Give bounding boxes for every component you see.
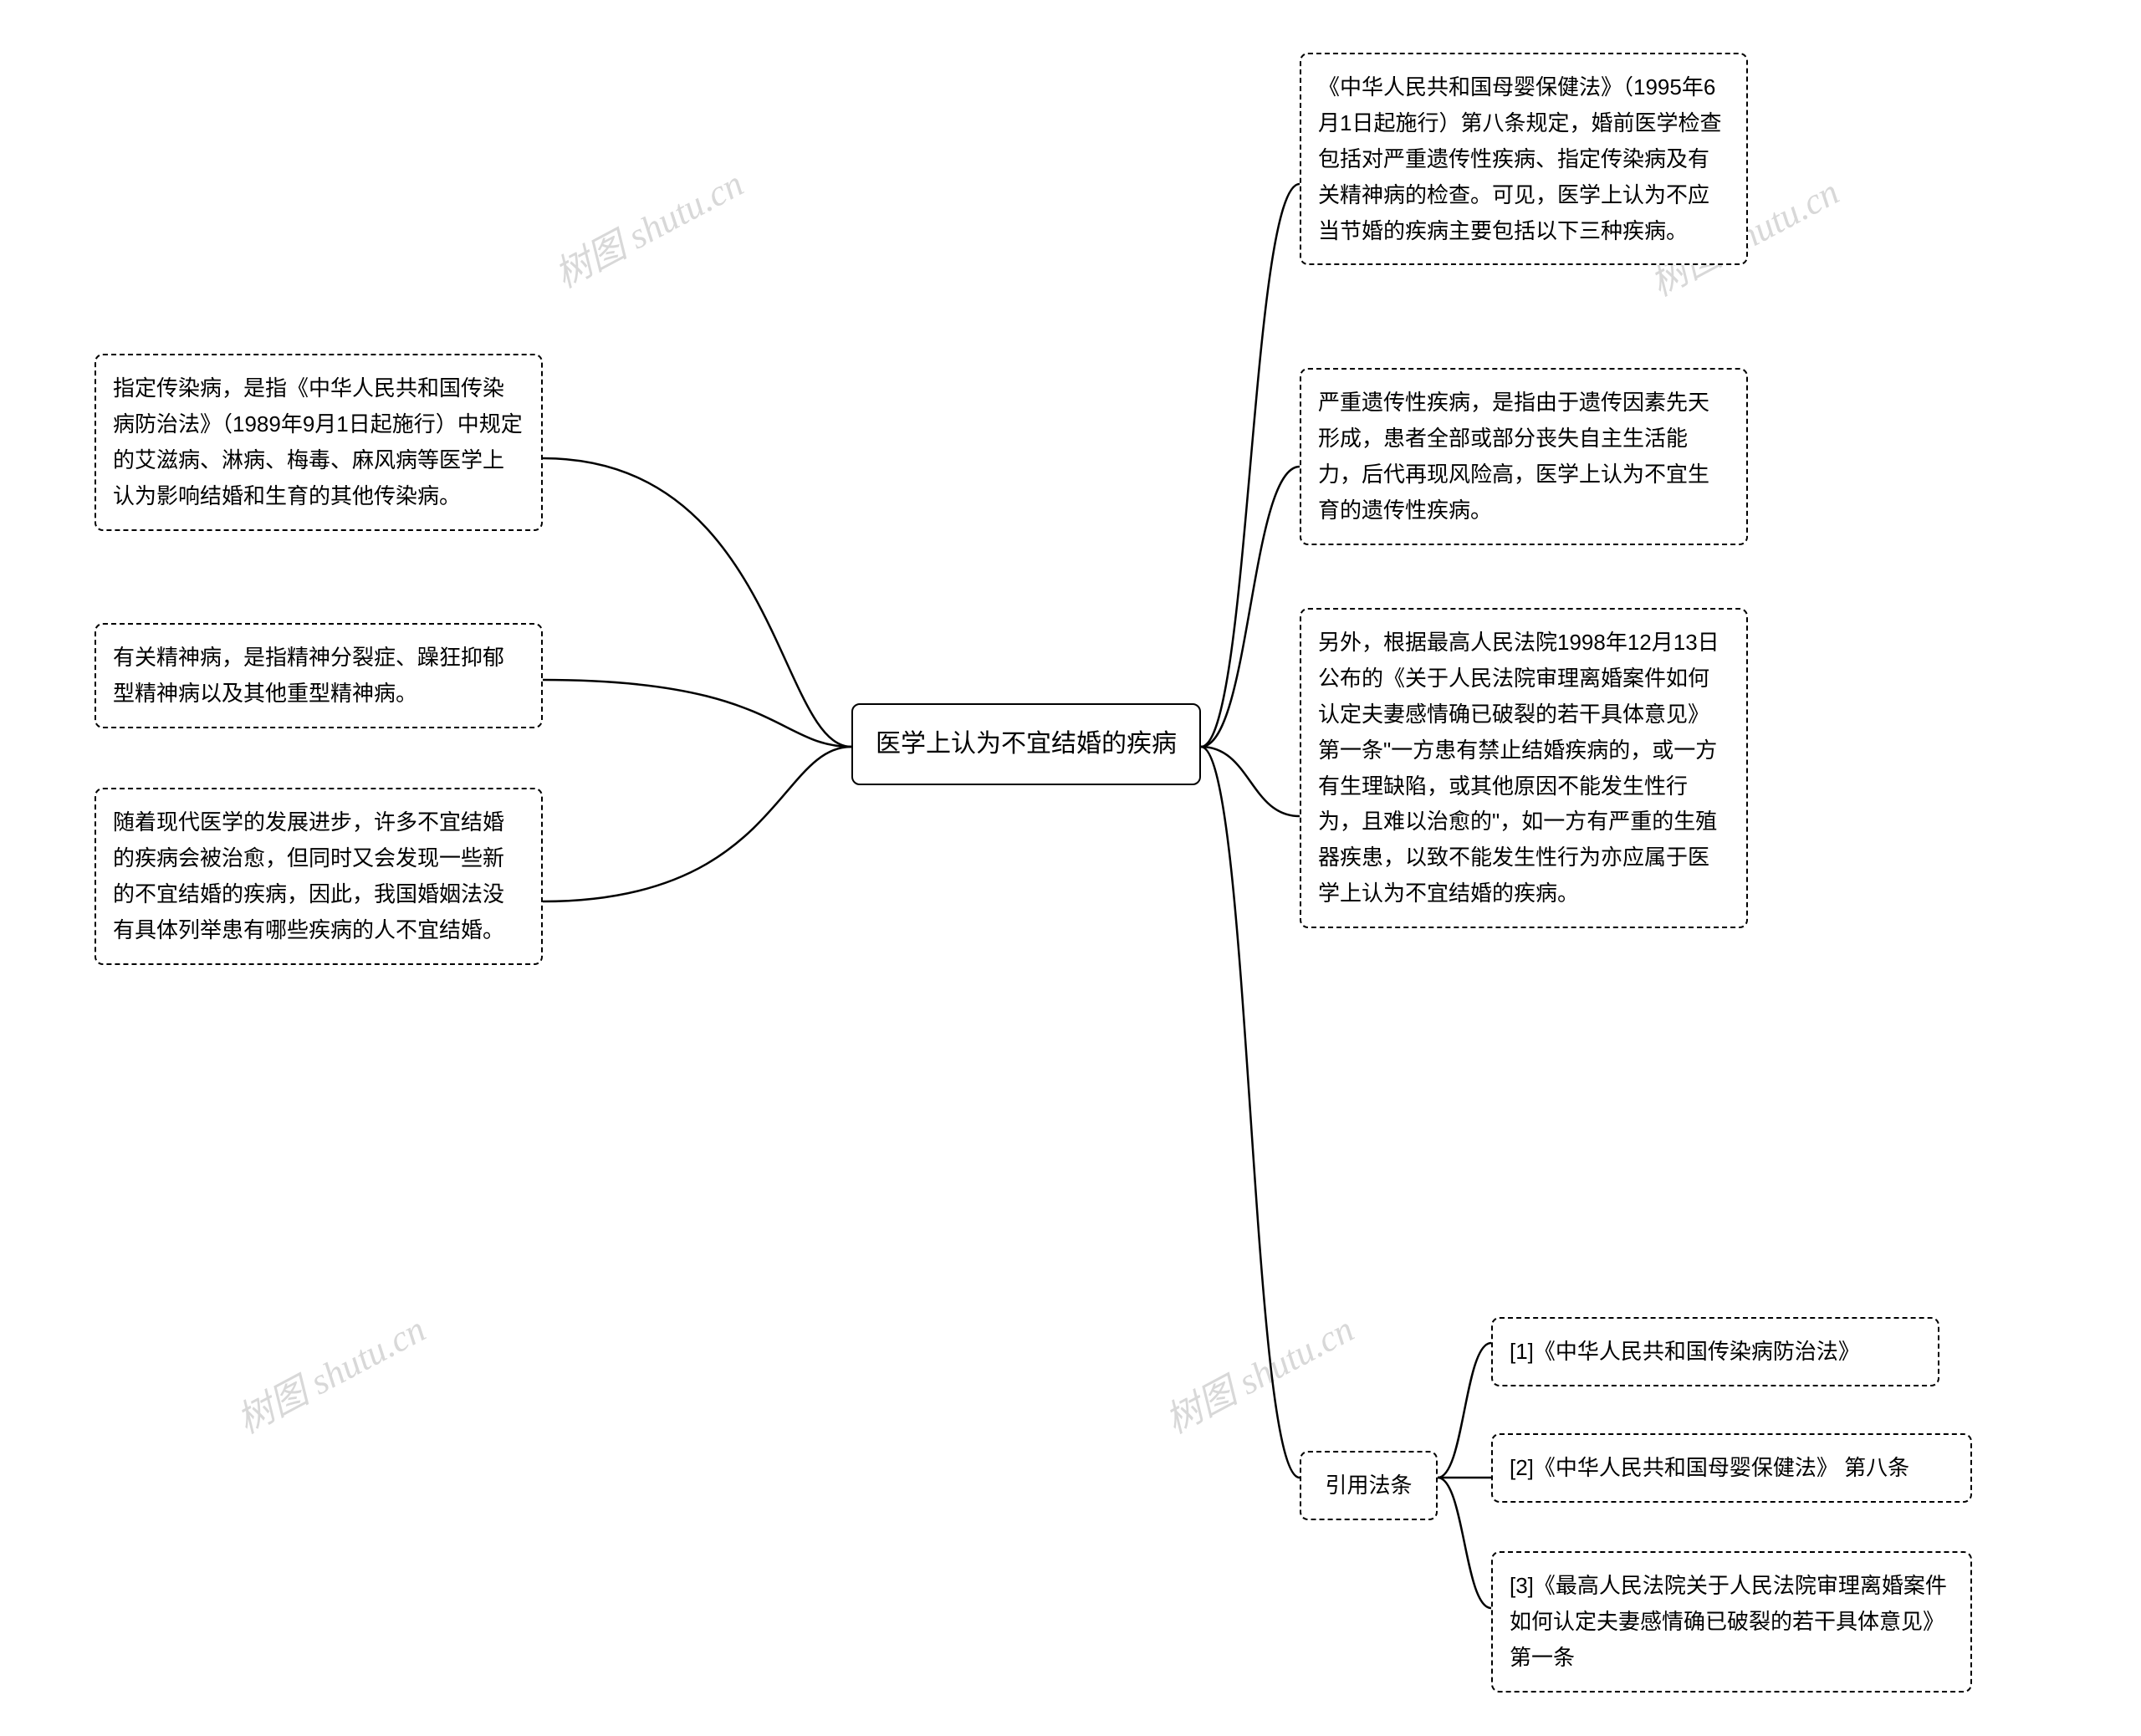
- watermark: 树图 shutu.cn: [226, 1299, 433, 1443]
- left-node-mental: 有关精神病，是指精神分裂症、躁狂抑郁型精神病以及其他重型精神病。: [95, 623, 543, 728]
- left-node-infectious: 指定传染病，是指《中华人民共和国传染病防治法》（1989年9月1日起施行）中规定…: [95, 354, 543, 531]
- ref-node-1: [1]《中华人民共和国传染病防治法》: [1491, 1317, 1939, 1386]
- ref-node-2: [2]《中华人民共和国母婴保健法》 第八条: [1491, 1433, 1972, 1503]
- ref-label-node: 引用法条: [1300, 1451, 1438, 1520]
- center-node: 医学上认为不宜结婚的疾病: [851, 703, 1201, 785]
- right-node-genetic: 严重遗传性疾病，是指由于遗传因素先天形成，患者全部或部分丧失自主生活能力，后代再…: [1300, 368, 1748, 545]
- ref-node-3: [3]《最高人民法院关于人民法院审理离婚案件如何认定夫妻感情确已破裂的若干具体意…: [1491, 1551, 1972, 1693]
- right-node-law-1995: 《中华人民共和国母婴保健法》（1995年6月1日起施行）第八条规定，婚前医学检查…: [1300, 53, 1748, 265]
- watermark: 树图 shutu.cn: [544, 154, 751, 298]
- left-node-modern-medicine: 随着现代医学的发展进步，许多不宜结婚的疾病会被治愈，但同时又会发现一些新的不宜结…: [95, 788, 543, 965]
- watermark: 树图 shutu.cn: [1154, 1299, 1362, 1443]
- right-node-court-1998: 另外，根据最高人民法院1998年12月13日公布的《关于人民法院审理离婚案件如何…: [1300, 608, 1748, 928]
